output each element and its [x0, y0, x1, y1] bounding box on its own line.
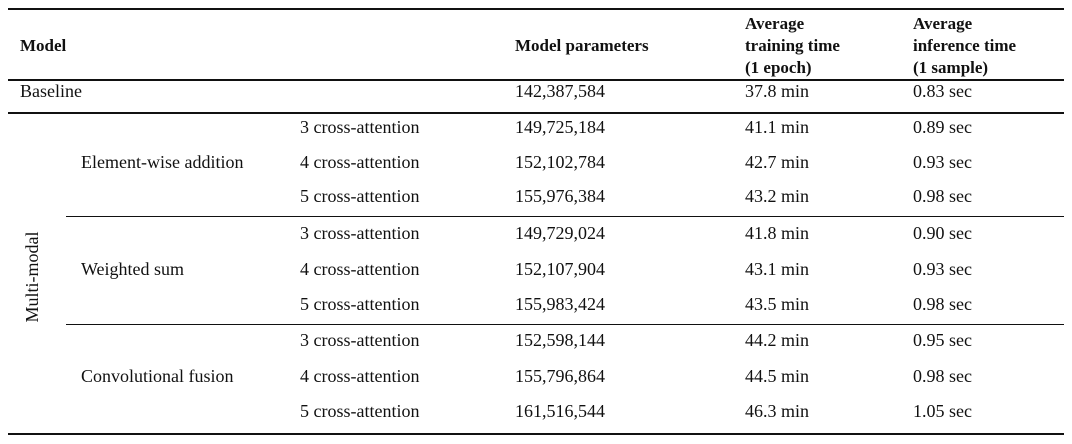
baseline-params: 142,387,584: [515, 81, 605, 101]
baseline-train: 37.8 min: [745, 81, 810, 101]
baseline-rule: [8, 112, 1064, 114]
row-variant: 4 cross-attention: [300, 152, 420, 172]
group-rule-2: [66, 324, 1064, 325]
row-variant: 5 cross-attention: [300, 186, 420, 206]
row-train: 43.2 min: [745, 186, 810, 206]
row-infer: 1.05 sec: [913, 401, 972, 421]
row-params: 155,796,864: [515, 366, 605, 386]
row-train: 44.5 min: [745, 366, 810, 386]
group-rule-1: [66, 216, 1064, 217]
row-train: 41.8 min: [745, 223, 810, 243]
row-train: 42.7 min: [745, 152, 810, 172]
row-infer: 0.98 sec: [913, 186, 972, 206]
row-params: 152,102,784: [515, 152, 605, 172]
row-train: 44.2 min: [745, 330, 810, 350]
group-name: Convolutional fusion: [81, 366, 234, 386]
row-variant: 3 cross-attention: [300, 330, 420, 350]
row-variant: 5 cross-attention: [300, 401, 420, 421]
header-training-line2: training time: [745, 36, 840, 55]
header-inference-line3: (1 sample): [913, 58, 989, 77]
header-rule: [8, 79, 1064, 81]
row-params: 152,107,904: [515, 259, 605, 279]
row-params: 155,976,384: [515, 186, 605, 206]
row-infer: 0.89 sec: [913, 117, 972, 137]
group-name: Element-wise addition: [81, 152, 244, 172]
header-model-parameters: Model parameters: [515, 36, 649, 55]
row-train: 41.1 min: [745, 117, 810, 137]
baseline-infer: 0.83 sec: [913, 81, 972, 101]
top-rule: [8, 8, 1064, 10]
row-infer: 0.98 sec: [913, 366, 972, 386]
row-train: 43.5 min: [745, 294, 810, 314]
row-train: 46.3 min: [745, 401, 810, 421]
row-variant: 5 cross-attention: [300, 294, 420, 314]
row-infer: 0.98 sec: [913, 294, 972, 314]
row-params: 149,725,184: [515, 117, 605, 137]
bottom-rule: [8, 433, 1064, 435]
group-name: Weighted sum: [81, 259, 185, 279]
row-variant: 4 cross-attention: [300, 366, 420, 386]
row-variant: 3 cross-attention: [300, 223, 420, 243]
row-train: 43.1 min: [745, 259, 810, 279]
multimodal-label: Multi-modal: [22, 231, 42, 323]
row-infer: 0.93 sec: [913, 259, 972, 279]
row-params: 152,598,144: [515, 330, 605, 350]
row-params: 155,983,424: [515, 294, 605, 314]
header-training-line1: Average: [745, 14, 805, 33]
row-params: 161,516,544: [515, 401, 605, 421]
header-training-line3: (1 epoch): [745, 58, 812, 77]
header-inference-line1: Average: [913, 14, 973, 33]
row-infer: 0.90 sec: [913, 223, 972, 243]
header-model: Model: [20, 36, 67, 55]
row-infer: 0.95 sec: [913, 330, 972, 350]
baseline-label: Baseline: [20, 81, 82, 101]
row-params: 149,729,024: [515, 223, 605, 243]
row-infer: 0.93 sec: [913, 152, 972, 172]
row-variant: 4 cross-attention: [300, 259, 420, 279]
row-variant: 3 cross-attention: [300, 117, 420, 137]
header-inference-line2: inference time: [913, 36, 1017, 55]
